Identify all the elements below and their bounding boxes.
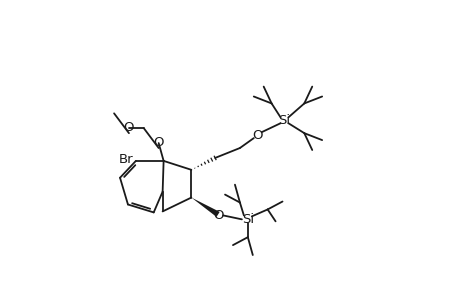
Text: O: O xyxy=(252,129,263,142)
Text: Br: Br xyxy=(118,153,133,167)
Text: Si: Si xyxy=(241,213,253,226)
Polygon shape xyxy=(191,198,219,217)
Text: O: O xyxy=(213,209,223,222)
Text: Si: Si xyxy=(278,114,290,127)
Text: O: O xyxy=(123,121,134,134)
Text: O: O xyxy=(153,136,163,148)
